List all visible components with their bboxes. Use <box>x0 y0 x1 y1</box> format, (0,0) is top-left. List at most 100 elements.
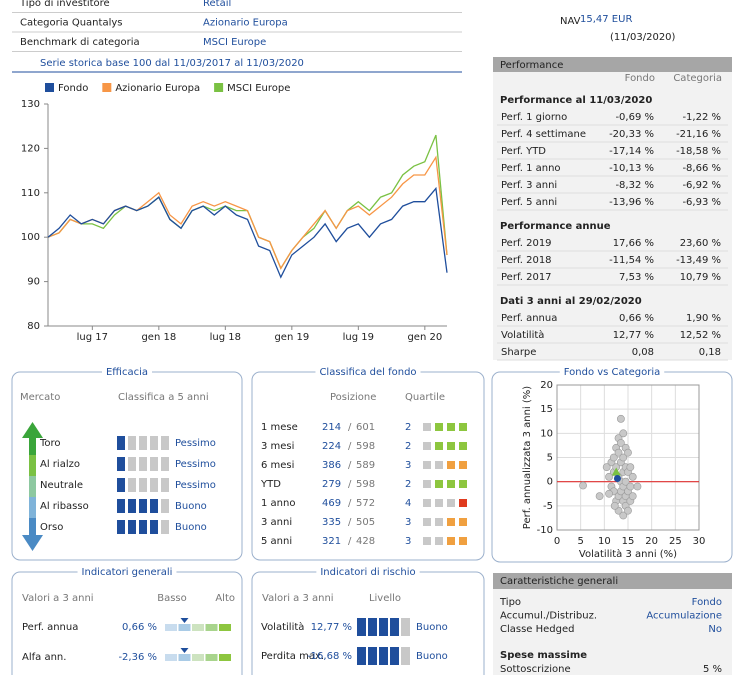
rating: Pessimo <box>175 459 216 470</box>
category-value: -6,92 % <box>682 180 721 191</box>
row-label: Accumul./Distribuz. <box>500 611 597 622</box>
quartile-square <box>423 518 431 526</box>
row-label: Perf. annua <box>22 622 78 633</box>
nav-label: NAV <box>560 16 581 27</box>
header-value: Retail <box>203 0 231 9</box>
quartile-square <box>435 537 443 545</box>
quartile-square <box>423 461 431 469</box>
x-tick-label: gen 18 <box>141 332 176 343</box>
fund-value: -17,14 % <box>609 146 654 157</box>
plot-frame <box>556 384 700 531</box>
legend-swatch <box>102 83 112 92</box>
position: 279 <box>322 479 341 490</box>
y-tick-label: 80 <box>27 321 40 332</box>
scatter-point <box>624 506 632 515</box>
level-segment <box>219 654 231 661</box>
quartile: 3 <box>405 536 411 547</box>
x-tick-label: gen 20 <box>407 332 442 343</box>
category-value: 0,18 <box>699 347 721 358</box>
period: 5 anni <box>261 536 292 547</box>
axis <box>47 104 447 327</box>
x-tick-label: lug 17 <box>77 332 108 343</box>
row-label: Perf. 2019 <box>501 238 552 249</box>
quartile-square <box>447 423 455 431</box>
category-value: 1,90 % <box>686 313 721 324</box>
market-label: Al rialzo <box>40 459 80 470</box>
panel-title: Caratteristiche generali <box>500 576 618 587</box>
x-tick-label: 30 <box>693 536 706 547</box>
position: 335 <box>322 517 341 528</box>
rating: Buono <box>175 522 207 533</box>
score-bar <box>161 457 169 471</box>
scatter-point <box>602 463 611 472</box>
x-tick-label: 5 <box>577 536 583 547</box>
position: 386 <box>322 460 341 471</box>
quartile-square <box>435 518 443 526</box>
scatter-point <box>619 429 628 438</box>
quartile-square <box>423 423 431 431</box>
nav-date: (11/03/2020) <box>610 32 676 43</box>
market-label: Neutrale <box>40 480 83 491</box>
total: 601 <box>356 422 375 433</box>
score-bar <box>139 478 147 492</box>
level-segment <box>178 624 191 631</box>
col-head: Quartile <box>405 392 445 403</box>
arrow-down <box>22 535 43 551</box>
separator: / <box>348 536 352 547</box>
section-heading: Spese massime <box>500 650 587 661</box>
row-label: Tipo <box>499 597 521 608</box>
x-axis-label: Volatilità 3 anni (%) <box>579 548 677 560</box>
col-head: Basso <box>157 593 187 604</box>
category-value: 12,52 % <box>680 330 721 341</box>
fund-value: -8,32 % <box>615 180 654 191</box>
quartile-square <box>447 537 455 545</box>
row-label: Perf. 3 anni <box>501 180 557 191</box>
scatter-point <box>628 472 637 481</box>
score-bar <box>161 478 169 492</box>
scatter-point <box>624 448 632 457</box>
x-tick-label: lug 19 <box>343 332 374 343</box>
row-label: Volatilità <box>261 621 304 633</box>
quartile-square <box>423 499 431 507</box>
score-bar <box>150 478 158 492</box>
legend-label: Fondo <box>58 83 88 94</box>
score-bar <box>161 436 169 450</box>
total: 589 <box>356 460 375 471</box>
section-heading: Dati 3 anni al 29/02/2020 <box>500 296 642 307</box>
scatter-point <box>626 463 635 472</box>
arrow-segment <box>29 497 36 518</box>
period: 1 anno <box>261 498 295 509</box>
score-bar <box>117 478 125 492</box>
row-label: Perf. YTD <box>501 146 546 157</box>
title-bg <box>315 365 421 379</box>
legend-swatch <box>45 83 54 92</box>
fund-value: -11,54 % <box>609 255 654 266</box>
quartile-square <box>447 518 455 526</box>
level-bar <box>401 618 410 636</box>
title-bg <box>101 365 153 379</box>
level-bar <box>390 618 399 636</box>
level-segment <box>192 624 204 631</box>
score-bar <box>117 436 125 450</box>
quartile-square <box>459 499 467 507</box>
quartile-square <box>423 480 431 488</box>
level-bar <box>401 647 410 665</box>
score-bar <box>117 499 125 513</box>
title-bg <box>316 565 420 579</box>
category-value: -6,93 % <box>682 197 721 208</box>
separator: / <box>348 441 352 452</box>
row-value: 5 % <box>703 664 722 675</box>
separator: / <box>348 460 352 471</box>
quartile-square <box>423 442 431 450</box>
row-value: -16,68 % <box>307 651 352 662</box>
scatter-point <box>579 481 587 490</box>
arrow-up <box>22 422 43 438</box>
quartile-square <box>459 518 467 526</box>
period: 1 mese <box>261 422 298 433</box>
market-label: Orso <box>40 522 63 533</box>
level-bar <box>379 618 388 636</box>
rating: Pessimo <box>175 438 216 449</box>
col-head: Alto <box>215 593 235 604</box>
row-label: Perf. 1 giorno <box>501 112 567 123</box>
quartile-square <box>459 442 467 450</box>
